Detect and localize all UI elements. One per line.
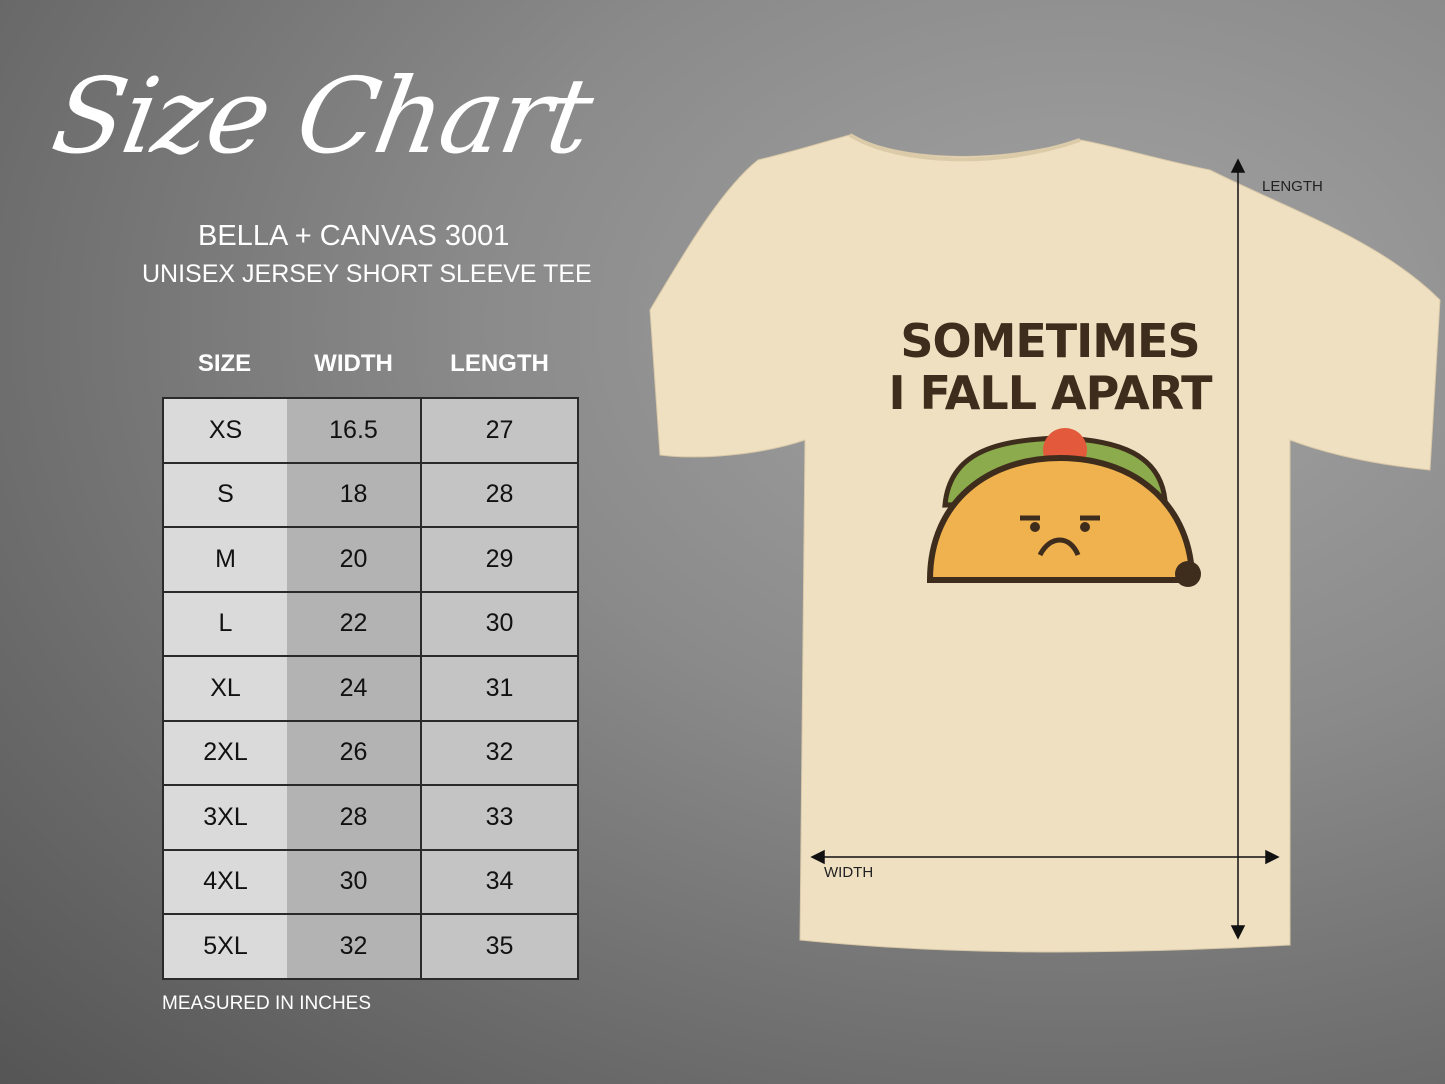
- size-cell: L: [162, 590, 287, 657]
- width-cell: 18: [287, 461, 422, 528]
- table-row: M 20 29: [162, 526, 579, 593]
- size-cell: S: [162, 461, 287, 528]
- length-cell: 27: [420, 397, 579, 464]
- width-cell: 32: [287, 913, 422, 980]
- size-cell: 5XL: [162, 913, 287, 980]
- width-cell: 26: [287, 719, 422, 786]
- length-cell: 30: [420, 590, 579, 657]
- table-row: 5XL 32 35: [162, 913, 579, 980]
- table-row: XL 24 31: [162, 655, 579, 722]
- size-cell: 4XL: [162, 848, 287, 915]
- table-row: 2XL 26 32: [162, 719, 579, 786]
- table-row: 4XL 30 34: [162, 848, 579, 915]
- size-cell: 3XL: [162, 784, 287, 851]
- measurement-note: MEASURED IN INCHES: [162, 993, 372, 1014]
- width-cell: 22: [287, 590, 422, 657]
- length-label: LENGTH: [1262, 178, 1323, 195]
- size-cell: XL: [162, 655, 287, 722]
- width-cell: 28: [287, 784, 422, 851]
- length-cell: 28: [420, 461, 579, 528]
- length-cell: 31: [420, 655, 579, 722]
- size-cell: XS: [162, 397, 287, 464]
- width-cell: 30: [287, 848, 422, 915]
- width-cell: 20: [287, 526, 422, 593]
- width-cell: 24: [287, 655, 422, 722]
- column-header-size: SIZE: [197, 350, 252, 377]
- width-arrow: [810, 849, 1280, 865]
- brand-model: BELLA + CANVAS 3001: [198, 220, 510, 252]
- size-cell: M: [162, 526, 287, 593]
- size-cell: 2XL: [162, 719, 287, 786]
- length-cell: 34: [420, 848, 579, 915]
- shirt-design-text: SOMETIMES I FALL APART: [860, 315, 1240, 419]
- width-label: WIDTH: [824, 864, 874, 881]
- table-row: S 18 28: [162, 461, 579, 528]
- column-header-width: WIDTH: [314, 350, 393, 377]
- length-cell: 29: [420, 526, 579, 593]
- size-table: XS 16.5 27 S 18 28 M 20 29 L 22 30 XL 24 31 2XL 26 32 3XL 2…: [162, 397, 579, 980]
- design-line-1: SOMETIMES: [900, 314, 1200, 368]
- taco-graphic: [926, 428, 1201, 587]
- table-row: XS 16.5 27: [162, 397, 579, 464]
- length-cell: 33: [420, 784, 579, 851]
- column-header-length: LENGTH: [450, 350, 549, 377]
- product-subtitle: UNISEX JERSEY SHORT SLEEVE TEE: [142, 260, 592, 288]
- design-line-2: I FALL APART: [888, 366, 1213, 420]
- length-arrow: [1230, 158, 1246, 940]
- table-row: L 22 30: [162, 590, 579, 657]
- length-cell: 35: [420, 913, 579, 980]
- length-cell: 32: [420, 719, 579, 786]
- table-row: 3XL 28 33: [162, 784, 579, 851]
- width-cell: 16.5: [287, 397, 422, 464]
